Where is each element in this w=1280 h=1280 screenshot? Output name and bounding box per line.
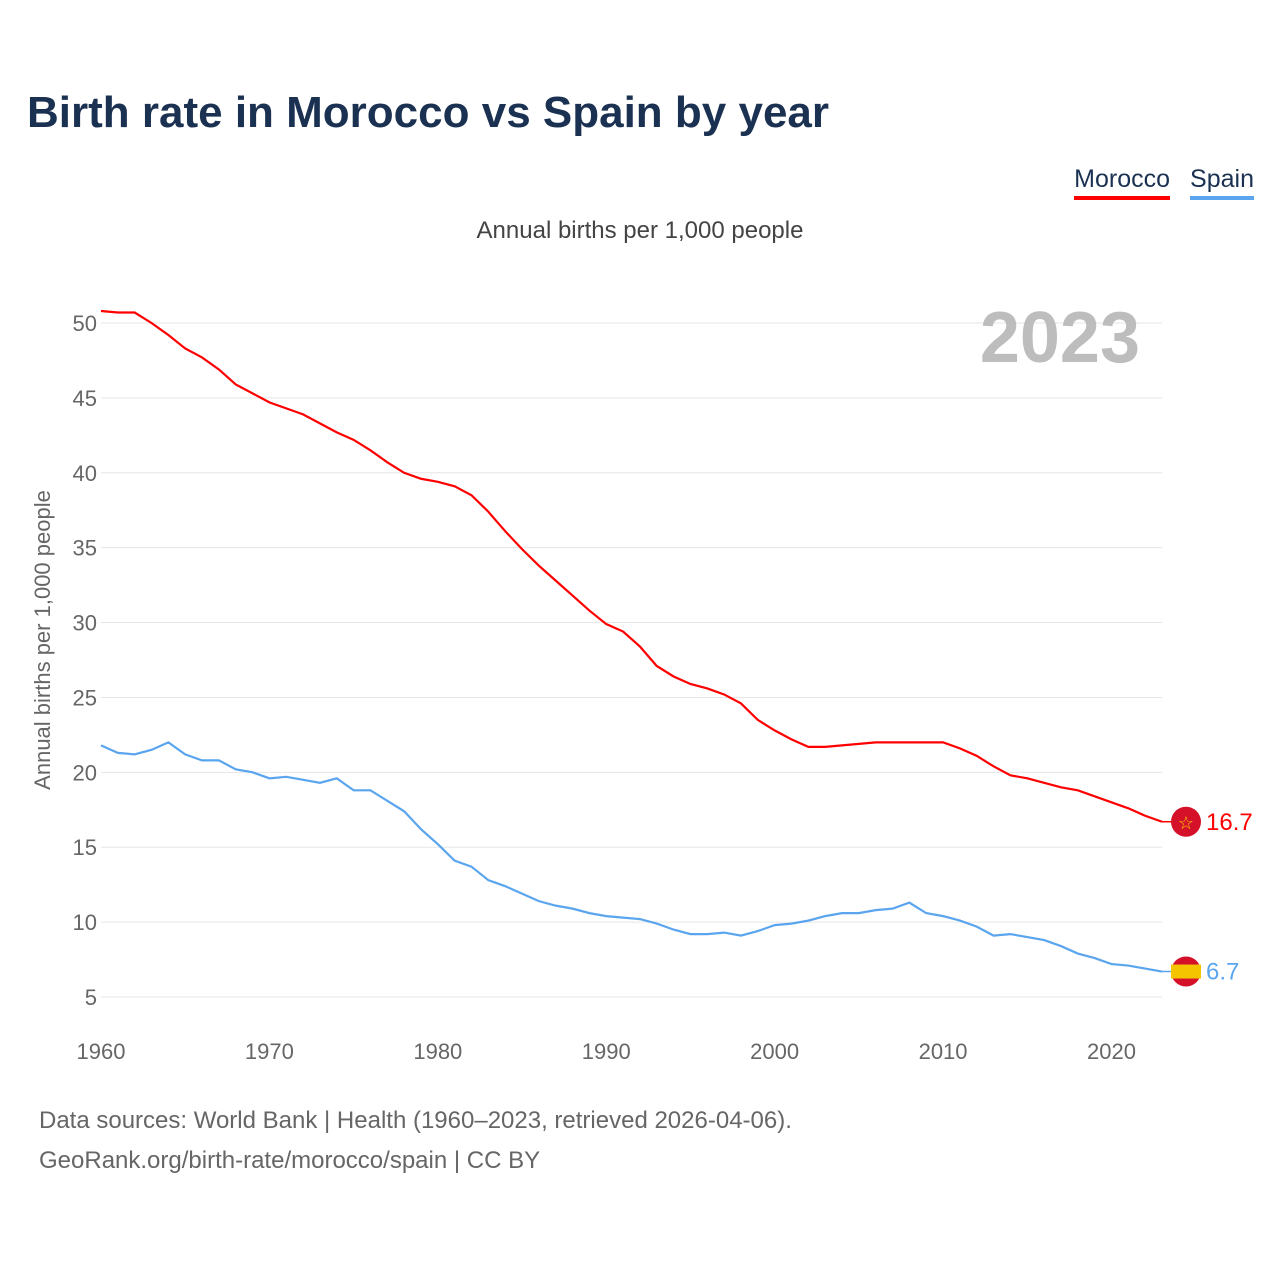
source-link[interactable]: GeoRank.org/birth-rate/morocco/spain | C… bbox=[39, 1147, 541, 1174]
x-tick-label: 1970 bbox=[245, 1039, 294, 1064]
y-axis-label: Annual births per 1,000 people bbox=[30, 490, 55, 790]
y-tick-label: 40 bbox=[73, 461, 97, 486]
chart-title: Birth rate in Morocco vs Spain by year bbox=[27, 88, 830, 137]
plot-area: 5 10 15 20 25 30 35 40 45 50 1960 1970 1980 1990 2000 2… bbox=[30, 298, 1253, 1064]
year-label: 2023 bbox=[980, 298, 1140, 378]
y-tick-label: 10 bbox=[73, 910, 97, 935]
y-tick-label: 5 bbox=[85, 985, 97, 1010]
series-line-morocco bbox=[100, 309, 1163, 823]
y-tick-label: 30 bbox=[73, 611, 97, 636]
x-tick-label: 1990 bbox=[582, 1039, 631, 1064]
y-tick-label: 25 bbox=[73, 685, 97, 710]
series-line-spain bbox=[100, 741, 1163, 973]
source-line: Data sources: World Bank | Health (1960–… bbox=[39, 1107, 792, 1134]
end-value-label: 16.7 bbox=[1206, 809, 1253, 836]
y-tick-label: 45 bbox=[73, 386, 97, 411]
y-tick-label: 50 bbox=[73, 311, 97, 336]
y-tick-label: 35 bbox=[73, 536, 97, 561]
morocco-flag-star-icon: ☆ bbox=[1178, 813, 1194, 833]
legend-spain[interactable]: Spain bbox=[1190, 165, 1254, 200]
y-tick-label: 15 bbox=[73, 835, 97, 860]
legend-morocco[interactable]: Morocco bbox=[1074, 165, 1171, 200]
morocco-flag-icon bbox=[1171, 806, 1201, 837]
legend: Morocco Spain bbox=[1074, 165, 1254, 200]
y-tick-label: 20 bbox=[73, 760, 97, 785]
x-tick-label: 2020 bbox=[1087, 1039, 1136, 1064]
x-tick-label: 1960 bbox=[77, 1039, 126, 1064]
x-tick-label: 2000 bbox=[750, 1039, 799, 1064]
spain-flag-band bbox=[1171, 964, 1201, 979]
x-tick-label: 1980 bbox=[413, 1039, 462, 1064]
end-value-label: 6.7 bbox=[1206, 959, 1239, 986]
chart-subtitle: Annual births per 1,000 people bbox=[476, 217, 804, 244]
x-tick-label: 2010 bbox=[919, 1039, 968, 1064]
